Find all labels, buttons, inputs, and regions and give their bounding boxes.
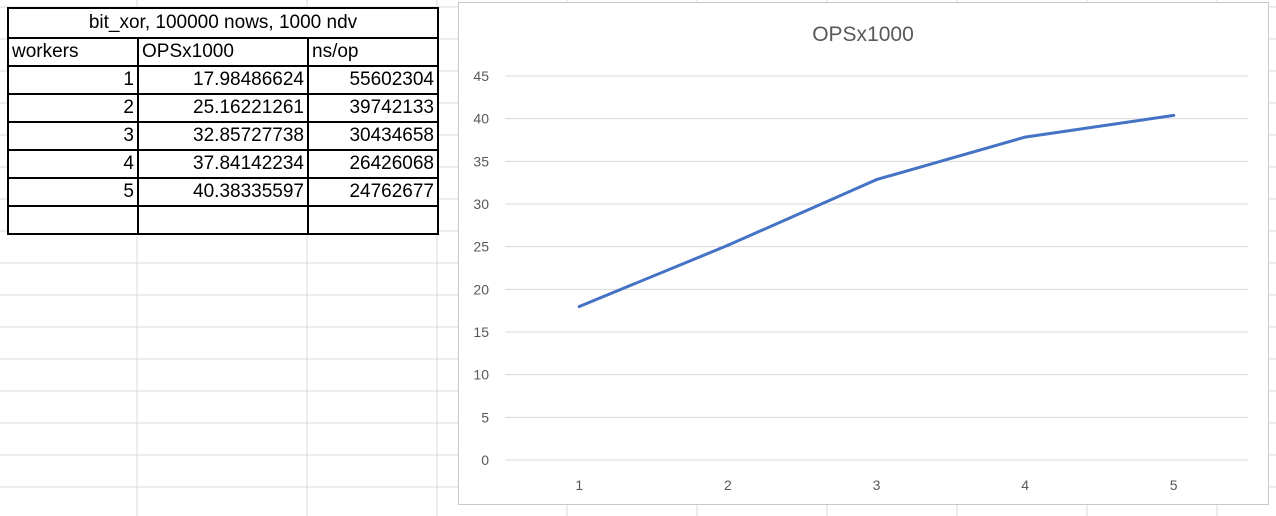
y-tick-label: 20 [473,281,489,297]
cell-empty[interactable] [7,205,139,235]
y-tick-label: 15 [473,324,489,340]
chart-panel[interactable]: OPSx1000 0 5 10 15 20 25 30 35 40 45 1 2 3 4 5 [458,2,1269,505]
cell-ops[interactable]: 25.16221261 [137,93,309,123]
cell-ns-per-op[interactable]: 30434658 [307,121,439,151]
cell-empty[interactable] [307,205,439,235]
x-tick-label: 3 [873,477,881,493]
table-row: 5 40.38335597 24762677 [7,177,439,207]
table-title[interactable]: bit_xor, 100000 nows, 1000 ndv [7,7,439,39]
table-row: 3 32.85727738 30434658 [7,121,439,151]
data-point[interactable] [577,305,581,309]
x-tick-label: 2 [724,477,732,493]
table-header-row: workers OPSx1000 ns/op [7,37,439,67]
header-ns-per-op[interactable]: ns/op [307,37,439,67]
header-workers[interactable]: workers [7,37,139,67]
y-tick-label: 25 [473,239,489,255]
data-point[interactable] [875,178,878,182]
cell-ops[interactable]: 17.98486624 [137,65,309,95]
y-tick-label: 10 [473,367,489,383]
cell-workers[interactable]: 4 [7,149,139,179]
cell-workers[interactable]: 3 [7,121,139,151]
x-tick-label: 4 [1021,477,1029,493]
cell-ns-per-op[interactable]: 24762677 [307,177,439,207]
cell-ops[interactable]: 40.38335597 [137,177,309,207]
y-tick-label: 0 [481,452,489,468]
data-point[interactable] [1023,135,1027,139]
cell-workers[interactable]: 2 [7,93,139,123]
y-tick-label: 30 [473,196,489,212]
cell-workers[interactable]: 1 [7,65,139,95]
cell-ns-per-op[interactable]: 39742133 [307,93,439,123]
x-tick-label: 1 [575,477,583,493]
header-ops[interactable]: OPSx1000 [137,37,309,67]
x-tick-label: 5 [1170,477,1178,493]
cell-workers[interactable]: 5 [7,177,139,207]
cell-empty[interactable] [137,205,309,235]
chart-title: OPSx1000 [812,23,914,46]
table-title-row: bit_xor, 100000 nows, 1000 ndv [7,7,439,39]
series-line[interactable] [577,113,1176,308]
table-row-empty [7,205,439,235]
cell-ns-per-op[interactable]: 26426068 [307,149,439,179]
y-tick-label: 5 [481,409,489,425]
cell-ops[interactable]: 32.85727738 [137,121,309,151]
table-row: 1 17.98486624 55602304 [7,65,439,95]
y-tick-label: 35 [473,153,489,169]
data-point[interactable] [1172,113,1176,117]
y-tick-label: 40 [473,111,489,127]
data-table: bit_xor, 100000 nows, 1000 ndv workers O… [7,7,439,235]
cell-ns-per-op[interactable]: 55602304 [307,65,439,95]
y-tick-label: 45 [473,68,489,84]
data-point[interactable] [726,243,730,247]
table-row: 2 25.16221261 39742133 [7,93,439,123]
cell-ops[interactable]: 37.84142234 [137,149,309,179]
table-row: 4 37.84142234 26426068 [7,149,439,179]
